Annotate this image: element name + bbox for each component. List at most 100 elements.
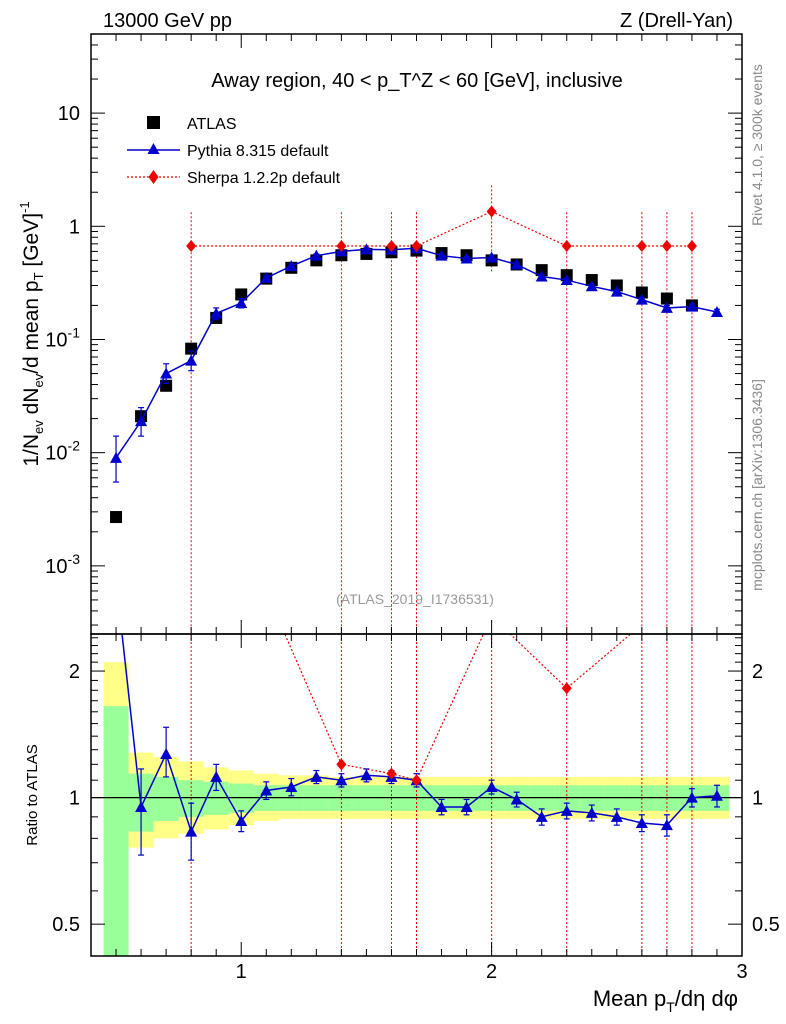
ratio-y-tick-label-right: 1: [752, 788, 763, 810]
sherpa-point: [661, 239, 672, 252]
sherpa-ratio-point: [386, 767, 397, 780]
pythia-point: [285, 260, 298, 272]
pythia-point: [635, 293, 648, 305]
pythia-point: [660, 301, 673, 313]
sherpa-point: [336, 239, 347, 252]
analysis-watermark: (ATLAS_2019_I1736531): [336, 591, 494, 607]
atlas-point: [535, 264, 548, 277]
pythia-ratio-point: [210, 770, 223, 782]
ratio-plot-area: [110, 574, 723, 956]
pythia-point: [610, 285, 623, 297]
pythia-ratio-point: [610, 810, 623, 822]
atlas-point: [235, 288, 248, 301]
legend-sherpa-label: Sherpa 1.2.2p default: [187, 170, 341, 187]
pythia-point: [310, 249, 323, 261]
sherpa-ratio-point: [411, 774, 422, 787]
pythia-ratio-point: [685, 791, 698, 803]
ratio-band-green: [103, 706, 129, 956]
mcplots-label: mcplots.cern.ch [arXiv:1306.3436]: [749, 379, 765, 591]
header-right: Z (Drell-Yan): [620, 10, 733, 32]
pythia-point: [685, 300, 698, 312]
pythia-point: [235, 297, 248, 309]
main-y-tick-label: 10-2: [45, 438, 80, 465]
ratio-y-tick-label: 0.5: [52, 914, 80, 936]
sherpa-point: [561, 239, 572, 252]
sherpa-ratio-point: [561, 682, 572, 695]
header-left: 13000 GeV pp: [103, 10, 232, 32]
pythia-ratio-point: [335, 774, 348, 786]
pythia-point: [160, 367, 173, 379]
pythia-ratio-point: [460, 800, 473, 812]
pythia-ratio-point: [285, 780, 298, 792]
pythia-ratio-point: [185, 825, 198, 837]
pythia-ratio-point: [660, 819, 673, 831]
x-tick-label: 3: [736, 961, 747, 983]
pythia-point: [435, 249, 448, 261]
pythia-point: [510, 258, 523, 270]
sherpa-point: [636, 239, 647, 252]
x-axis-title: Mean pT/dη dφ: [593, 986, 738, 1015]
ratio-y-tick-label: 2: [69, 661, 80, 683]
atlas-point: [635, 286, 648, 299]
pythia-point: [185, 354, 198, 366]
pythia-point: [535, 270, 548, 282]
pythia-ratio-point: [585, 806, 598, 818]
legend: ATLAS Pythia 8.315 default Sherpa 1.2.2p…: [127, 116, 341, 187]
pythia-point: [110, 451, 123, 463]
pythia-point: [585, 280, 598, 292]
sherpa-point: [186, 239, 197, 252]
x-tick-label: 1: [236, 961, 247, 983]
atlas-point: [610, 279, 623, 292]
pythia-point: [485, 251, 498, 263]
pythia-ratio-point: [710, 789, 723, 801]
pythia-point: [135, 415, 148, 427]
pythia-ratio-point: [535, 810, 548, 822]
atlas-point: [585, 274, 598, 287]
pythia-point: [560, 274, 573, 286]
main-y-tick-label: 10-3: [45, 551, 80, 578]
main-y-tick-label: 1: [69, 216, 80, 238]
atlas-point: [110, 511, 123, 524]
main-title: Away region, 40 < p_T^Z < 60 [GeV], incl…: [211, 70, 622, 92]
ratio-y-tick-label: 1: [69, 788, 80, 810]
pythia-ratio-point: [310, 770, 323, 782]
pythia-ratio-point: [110, 574, 122, 585]
pythia-point: [260, 271, 273, 283]
pythia-ratio-point: [260, 784, 273, 796]
legend-atlas-label: ATLAS: [187, 116, 237, 133]
pythia-ratio-point: [235, 814, 248, 826]
main-y-tick-label: 10-1: [45, 324, 80, 351]
x-tick-label: 2: [486, 961, 497, 983]
ratio-y-tick-label-right: 0.5: [752, 914, 780, 936]
pythia-ratio-point: [485, 780, 498, 792]
legend-pythia-marker: [147, 143, 160, 154]
pythia-ratio-point: [635, 817, 648, 829]
sherpa-point: [411, 239, 422, 252]
sherpa-ratio-point: [336, 758, 347, 771]
sherpa-point: [486, 205, 497, 218]
pythia-point: [710, 305, 723, 317]
ratio-band-green: [153, 776, 179, 821]
atlas-point: [660, 292, 673, 305]
pythia-ratio-point: [360, 769, 373, 781]
pythia-ratio-point: [135, 800, 148, 812]
sherpa-point: [386, 239, 397, 252]
main-y-axis-title: 1/Nev dNev/d mean pT [GeV]-1: [17, 201, 46, 466]
pythia-ratio-point: [510, 793, 523, 805]
ratio-y-tick-label-right: 2: [752, 661, 763, 683]
pythia-ratio-point: [160, 747, 173, 759]
ratio-frame: [90, 633, 743, 957]
rivet-label: Rivet 4.1.0, ≥ 300k events: [749, 64, 765, 226]
legend-pythia-label: Pythia 8.315 default: [187, 143, 329, 160]
axes: 1 2 3 10-3 10-2 10-1 1 10 0.5 0.5 1 1 2 2: [45, 33, 780, 983]
pythia-point: [210, 307, 223, 319]
sherpa-line: [191, 210, 692, 247]
pythia-ratio-point: [435, 800, 448, 812]
main-y-tick-label: 10: [58, 103, 80, 125]
pythia-ratio-point: [560, 804, 573, 816]
ratio-y-axis-title: Ratio to ATLAS: [24, 744, 41, 845]
legend-sherpa-marker: [148, 170, 159, 184]
pythia-point: [460, 252, 473, 264]
pythia-point: [360, 243, 373, 255]
